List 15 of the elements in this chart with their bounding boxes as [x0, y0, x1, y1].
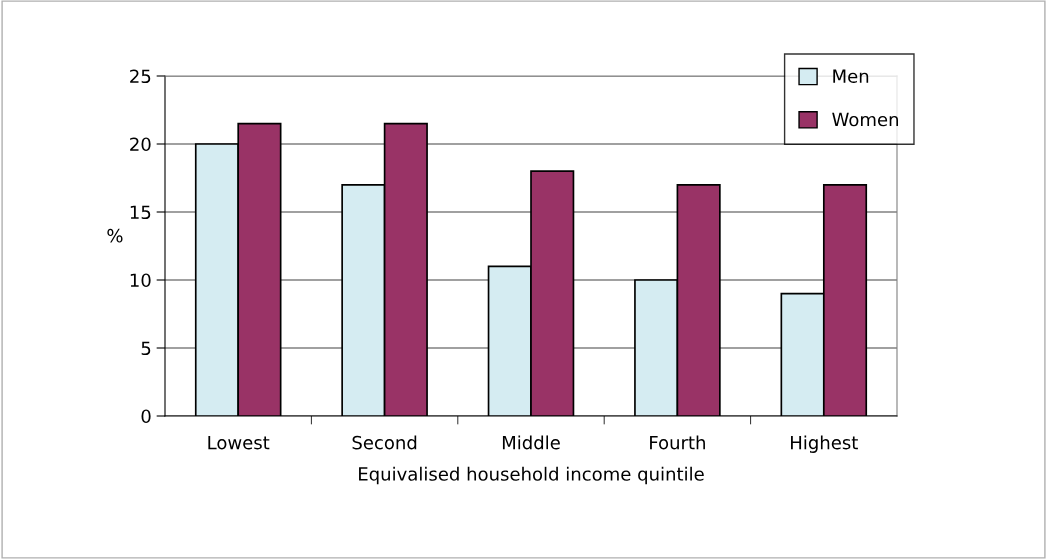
y-tick-label: 25 [130, 69, 151, 84]
legend-label: Men [833, 69, 869, 83]
x-tick-label: Highest [791, 435, 858, 453]
x-tick-label: Second [352, 435, 417, 450]
y-tick-label: 10 [130, 273, 151, 288]
y-tick-label: 15 [130, 205, 151, 220]
legend-label: Women [832, 112, 898, 127]
x-axis-title: Equivalised household income quintile [359, 466, 704, 485]
y-axis-title: % [107, 228, 123, 243]
y-tick-label: 20 [130, 137, 151, 152]
y-tick-label: 5 [141, 341, 151, 356]
x-tick-label: Fourth [650, 435, 705, 450]
x-tick-label: Lowest [208, 436, 270, 450]
y-tick-label: 0 [141, 409, 151, 424]
x-tick-label: Middle [502, 435, 560, 450]
